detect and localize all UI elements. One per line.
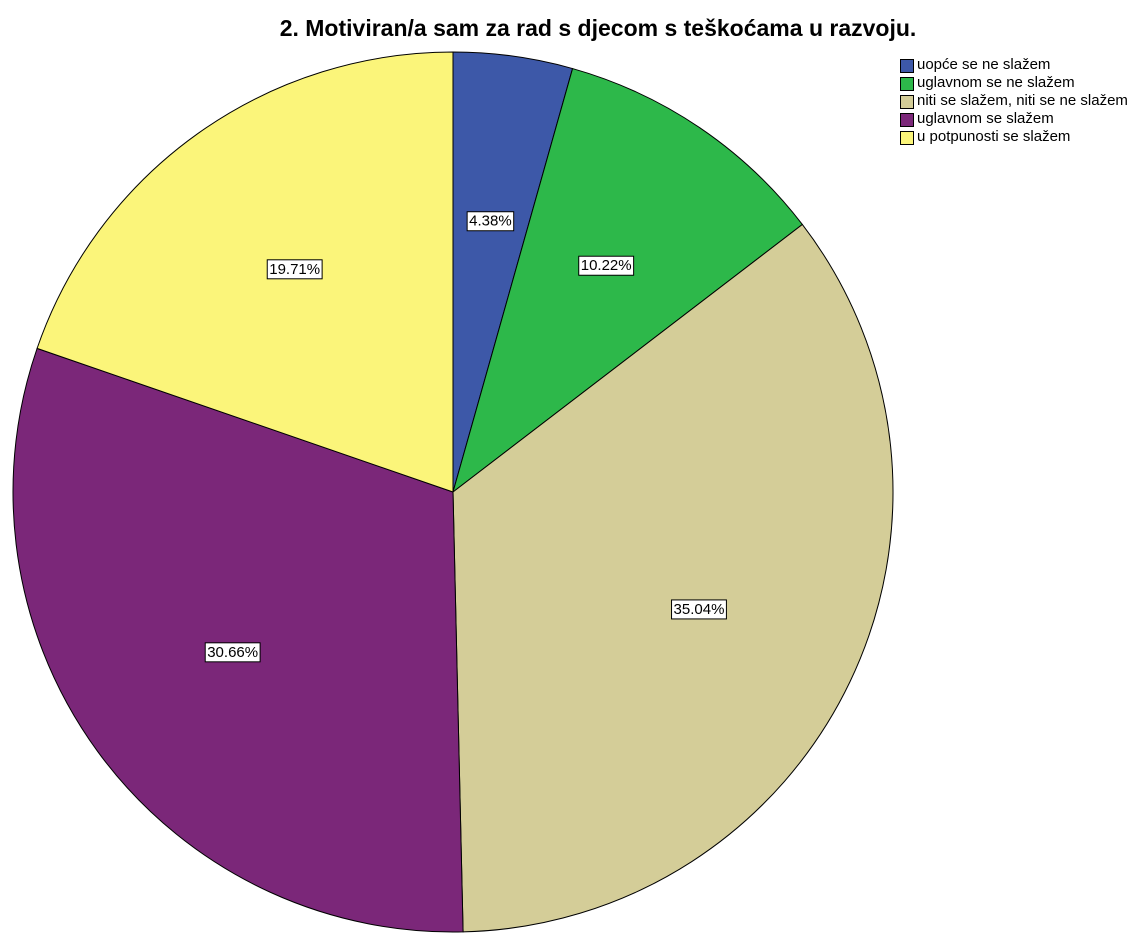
data-label-box — [671, 599, 727, 620]
legend-item: u potpunosti se slažem — [900, 128, 1140, 145]
data-label-box — [204, 642, 261, 663]
pie-slice — [36, 51, 454, 493]
pie-slice — [452, 67, 804, 494]
legend-item: niti se slažem, niti se ne slažem — [900, 92, 1140, 109]
legend-swatch — [900, 59, 914, 73]
legend-item: uglavnom se slažem — [900, 110, 1140, 127]
legend-swatch — [900, 131, 914, 145]
legend-swatch — [900, 77, 914, 91]
data-label: 19.71% — [269, 261, 320, 278]
legend-label: uopće se ne slažem — [917, 56, 1051, 73]
legend-label: uglavnom se slažem — [917, 110, 1054, 127]
legend-swatch — [900, 95, 914, 109]
legend: uopće se ne slažem uglavnom se ne slažem n… — [900, 56, 1140, 148]
data-label: 30.66% — [207, 644, 258, 661]
data-label-box — [266, 259, 323, 280]
data-label: 4.38% — [469, 213, 512, 230]
legend-label: uglavnom se ne slažem — [917, 74, 1075, 91]
legend-label: niti se slažem, niti se ne slažem — [917, 92, 1128, 109]
data-label: 35.04% — [674, 601, 725, 618]
data-label-box — [578, 255, 635, 276]
legend-item: uopće se ne slažem — [900, 56, 1140, 73]
legend-label: u potpunosti se slažem — [917, 128, 1071, 145]
pie-slice — [452, 223, 894, 933]
data-label: 10.22% — [581, 257, 632, 274]
chart-title: 2. Motiviran/a sam za rad s djecom s teš… — [280, 15, 917, 41]
pie-slice — [12, 347, 464, 933]
legend-item: uglavnom se ne slažem — [900, 74, 1140, 91]
data-label-box — [466, 211, 515, 232]
legend-swatch — [900, 113, 914, 127]
